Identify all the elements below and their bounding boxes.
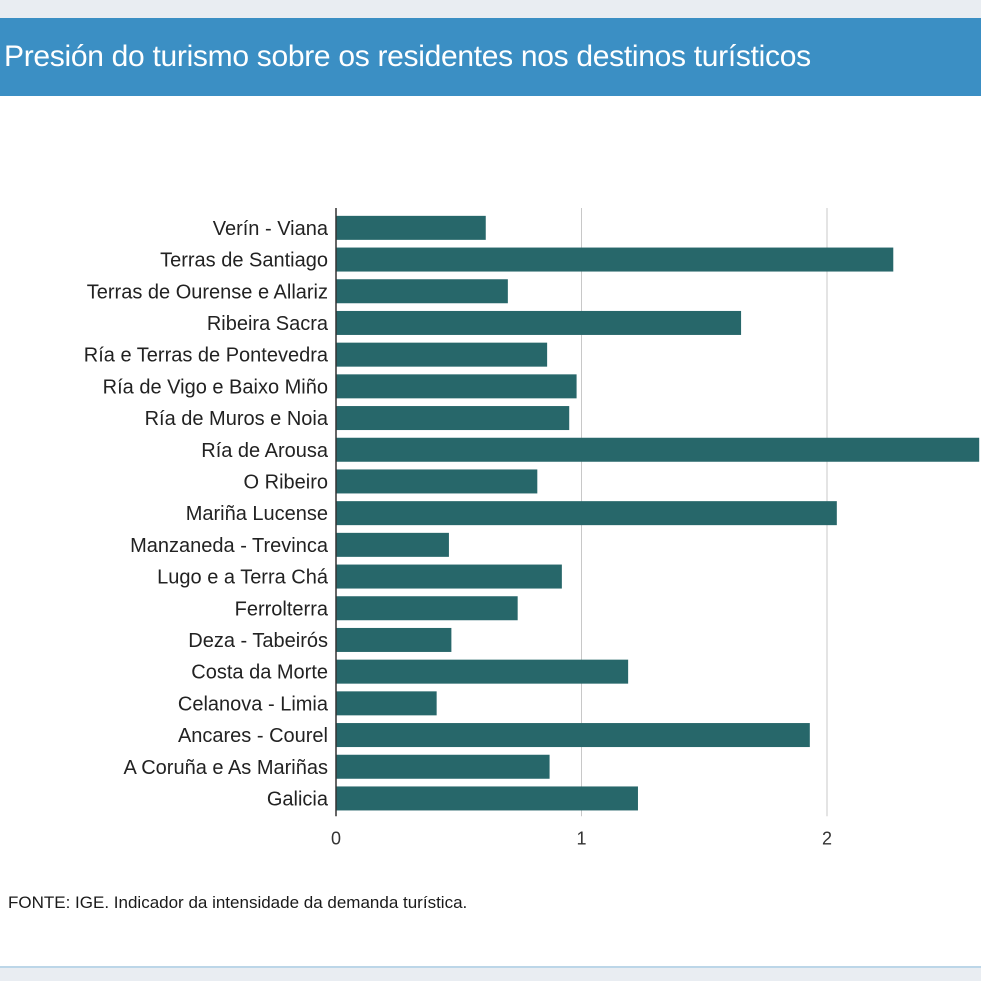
category-label: Deza - Tabeirós — [188, 630, 328, 652]
bar-chart: 0 1 2 Verín - Viana Terras de Santiago Terras… — [84, 208, 980, 848]
bar — [336, 532, 449, 557]
x-tick-label: 0 — [331, 828, 341, 848]
category-label: Ría de Vigo e Baixo Miño — [103, 376, 328, 398]
category-label: O Ribeiro — [244, 471, 328, 493]
category-label: Manzaneda - Trevinca — [130, 535, 329, 557]
x-tick-label: 1 — [576, 828, 586, 848]
bar — [336, 596, 518, 621]
category-label: Galicia — [267, 788, 329, 810]
bar — [336, 786, 638, 811]
bar — [336, 723, 810, 748]
bar — [336, 279, 508, 304]
bar — [336, 374, 577, 399]
category-label: Ancares - Courel — [178, 725, 328, 747]
category-label: A Coruña e As Mariñas — [123, 757, 328, 779]
category-label: Terras de Ourense e Allariz — [87, 281, 328, 303]
source-note: FONTE: IGE. Indicador da intensidade da … — [8, 893, 468, 912]
bar — [336, 247, 894, 272]
category-label: Ribeira Sacra — [207, 313, 329, 335]
x-tick-label: 2 — [822, 828, 832, 848]
category-label: Ría de Muros e Noia — [145, 408, 329, 430]
bar — [336, 437, 980, 462]
category-label: Verín - Viana — [213, 218, 329, 240]
bar — [336, 310, 742, 335]
bar — [336, 564, 562, 589]
category-label: Mariña Lucense — [186, 503, 328, 525]
category-label: Ferrolterra — [235, 598, 329, 620]
top-strip — [0, 0, 981, 18]
chart-title: Presión do turismo sobre os residentes n… — [4, 40, 811, 73]
bottom-strip — [0, 968, 981, 981]
category-label: Celanova - Limia — [178, 693, 329, 715]
bar — [336, 754, 550, 779]
bar — [336, 627, 452, 652]
category-label: Lugo e a Terra Chá — [157, 567, 329, 589]
bar — [336, 659, 629, 684]
bottom-rule — [0, 966, 981, 968]
category-label: Costa da Morte — [191, 662, 328, 684]
bar — [336, 342, 548, 367]
header-bar: Presión do turismo sobre os residentes n… — [0, 18, 981, 96]
bar — [336, 469, 538, 494]
category-label: Ría e Terras de Pontevedra — [84, 345, 329, 367]
category-label: Terras de Santiago — [160, 250, 328, 272]
bar — [336, 215, 486, 240]
bar — [336, 501, 837, 526]
category-label: Ría de Arousa — [201, 440, 329, 462]
bar — [336, 406, 570, 431]
bar — [336, 691, 437, 716]
